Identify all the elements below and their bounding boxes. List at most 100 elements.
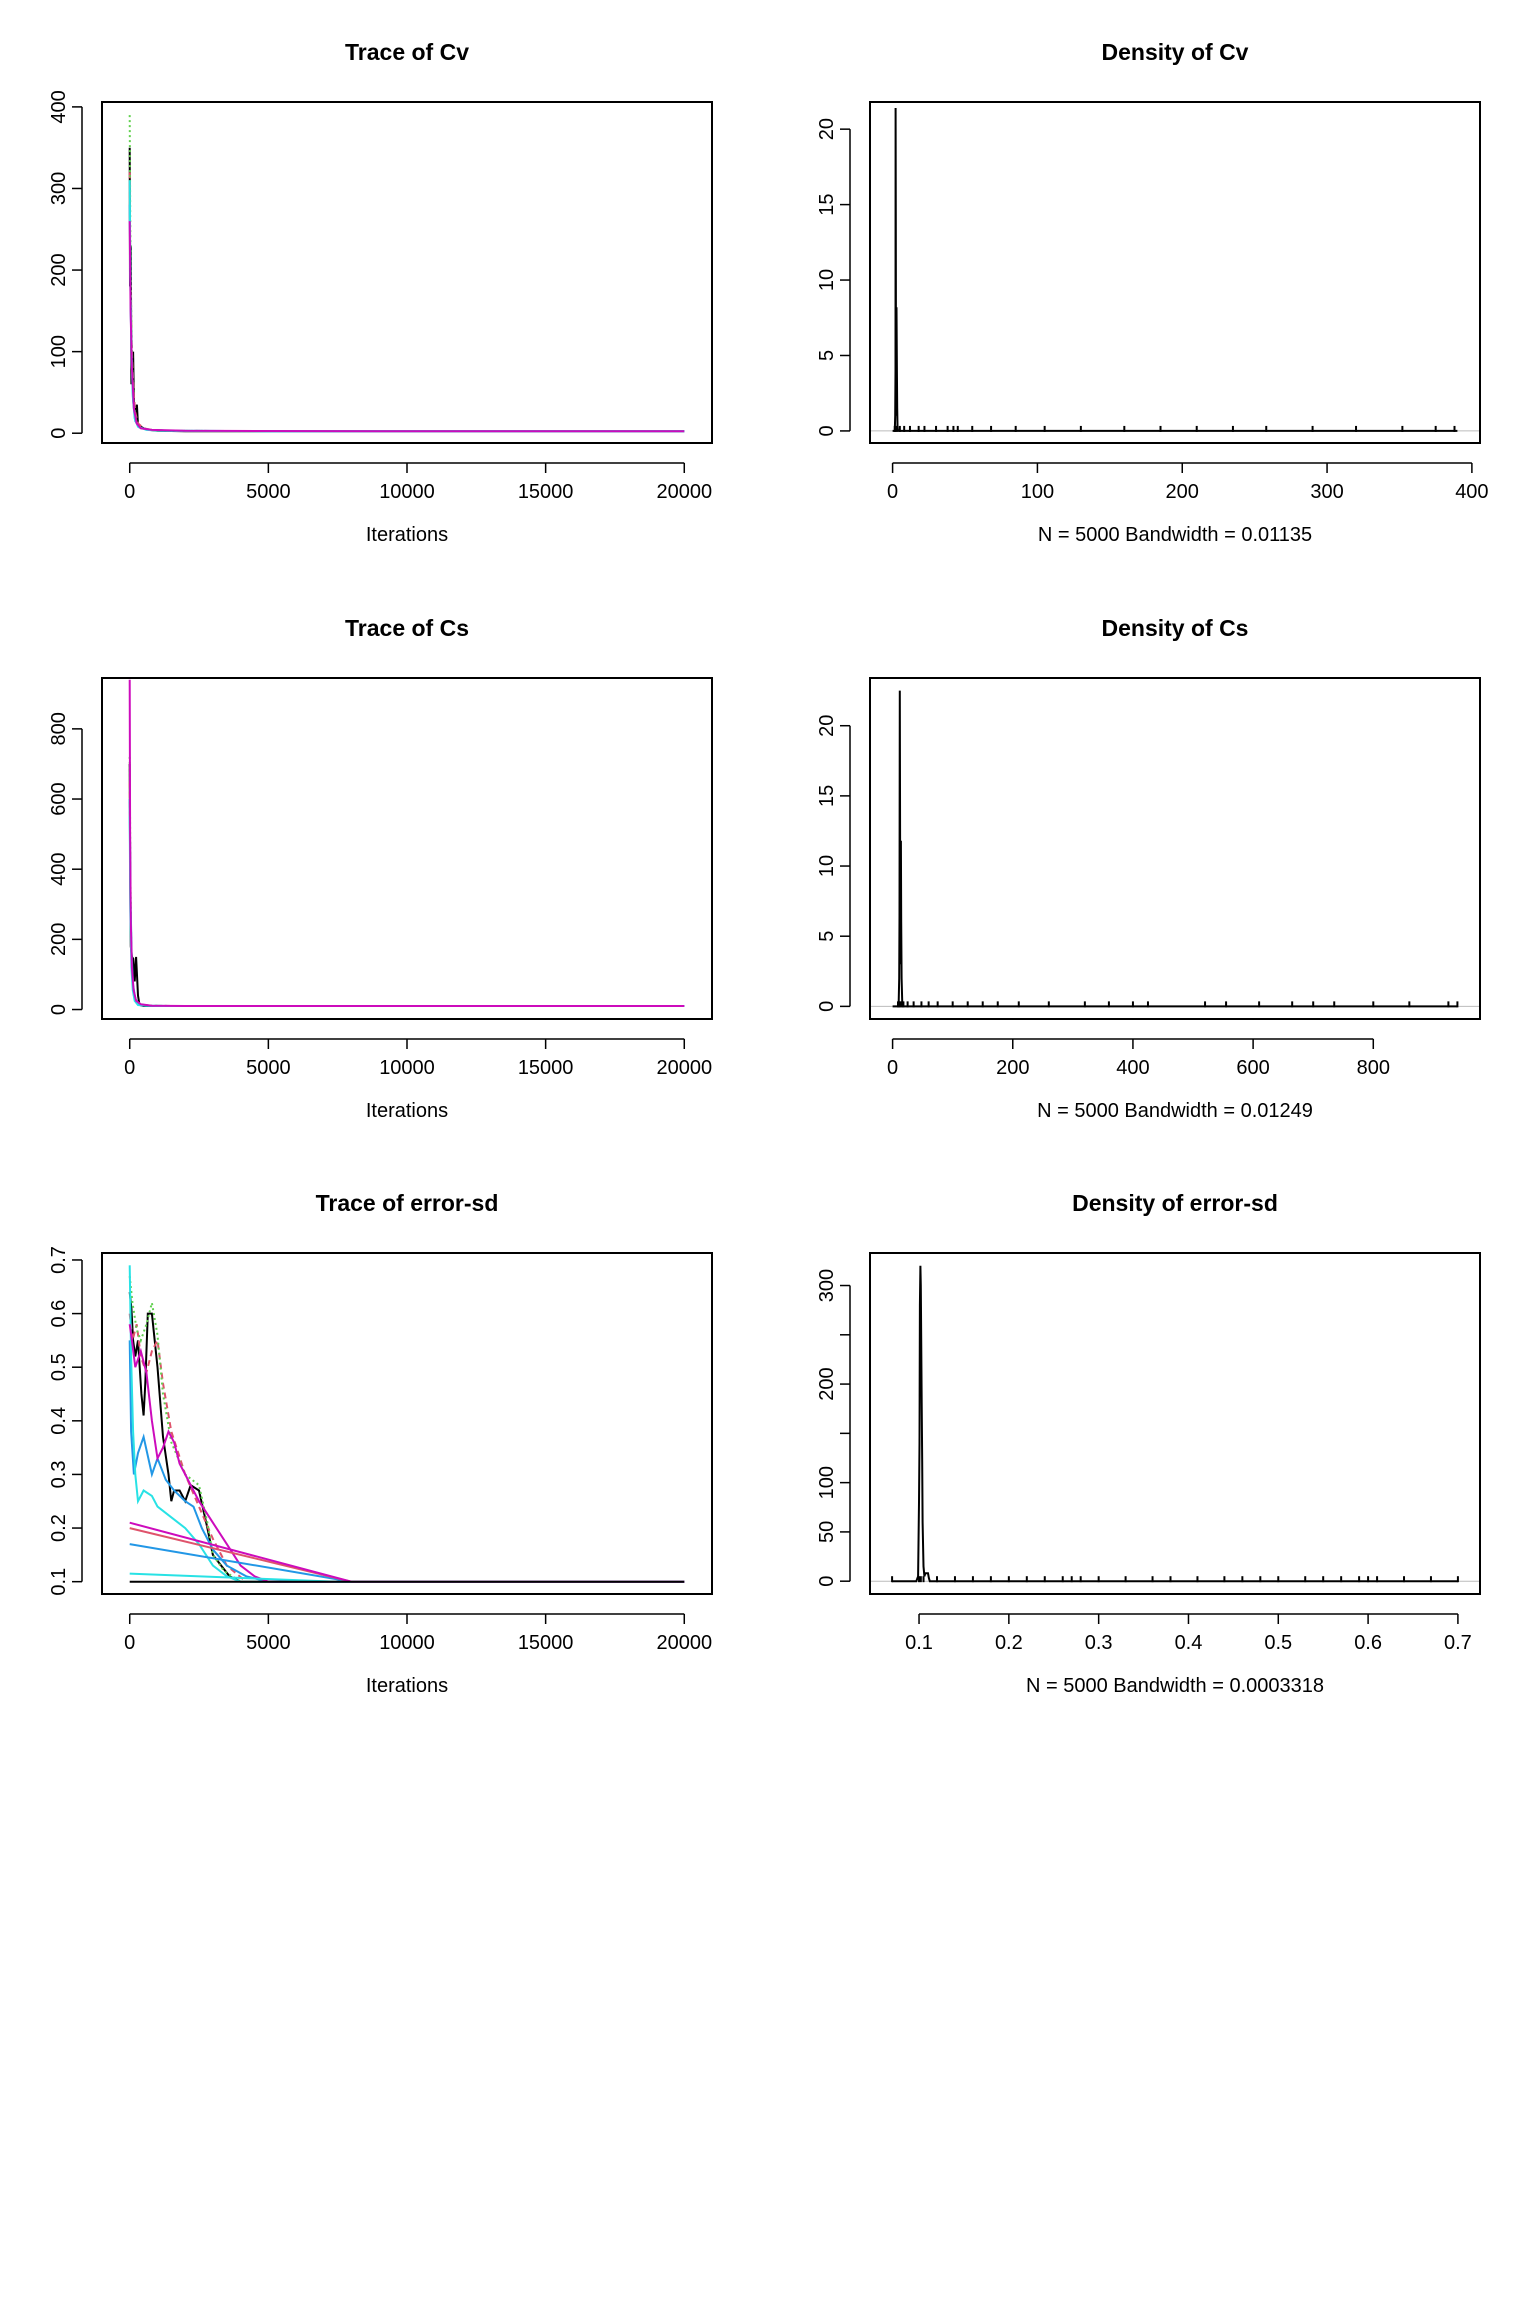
y-axis: 0.1 0.2 0.3 0.4 0.5 0.6 0.7 xyxy=(48,1246,83,1596)
density-curve xyxy=(892,1265,1458,1583)
x-axis: 0.1 0.2 0.3 0.4 0.5 0.6 0.7 N = 5000 Bandwidth … xyxy=(905,1613,1472,1697)
y-tick-label: 0.6 xyxy=(48,1300,70,1328)
x-tick-label: 20000 xyxy=(656,481,712,503)
y-tick-label: 0 xyxy=(48,1004,70,1015)
plot-area xyxy=(870,1265,1480,1583)
y-tick-label: 20 xyxy=(816,715,838,737)
x-tick-label: 0.7 xyxy=(1444,1632,1472,1654)
panel-title: Trace of error-sd xyxy=(316,1190,499,1216)
y-tick-label: 0 xyxy=(816,425,838,436)
density-curve xyxy=(892,107,1458,432)
y-tick-label: 20 xyxy=(816,118,838,140)
y-tick-label: 10 xyxy=(816,855,838,877)
x-tick-label: 5000 xyxy=(246,1057,291,1079)
x-axis: 0 5000 10000 15000 20000 Iterations xyxy=(124,462,712,546)
trace-line-chain-2 xyxy=(128,1313,685,1583)
x-axis-label: N = 5000 Bandwidth = 0.0003318 xyxy=(1026,1675,1324,1697)
x-axis: 0 5000 10000 15000 20000 Iterations xyxy=(124,1613,712,1697)
trace-line-chain-3-tail xyxy=(129,1572,685,1583)
x-tick-label: 0 xyxy=(887,1057,898,1079)
x-tick-label: 0.3 xyxy=(1085,1632,1113,1654)
x-tick-label: 0.5 xyxy=(1264,1632,1292,1654)
y-tick-label: 200 xyxy=(816,1367,838,1400)
x-tick-label: 0.2 xyxy=(995,1632,1023,1654)
y-tick-label: 100 xyxy=(48,335,70,368)
x-tick-label: 400 xyxy=(1116,1057,1149,1079)
y-tick-label: 50 xyxy=(816,1521,838,1543)
x-tick-label: 0 xyxy=(887,481,898,503)
y-tick-label: 0 xyxy=(48,428,70,439)
x-tick-label: 200 xyxy=(1166,481,1199,503)
x-tick-label: 0.1 xyxy=(905,1632,933,1654)
y-tick-label: 5 xyxy=(816,931,838,942)
x-tick-label: 800 xyxy=(1357,1057,1390,1079)
trace-line-chain-2 xyxy=(128,781,685,1007)
trace-line-chain-3 xyxy=(128,756,685,1007)
panel-trace_error_sd: Trace of error-sd 0 5000 10000 15000 20000 Ite… xyxy=(48,1190,713,1697)
x-tick-label: 0 xyxy=(124,1632,135,1654)
y-tick-label: 600 xyxy=(48,782,70,815)
panel-trace_cs: Trace of Cs 0 5000 10000 15000 20000 Iteration… xyxy=(48,615,713,1122)
y-tick-label: 0 xyxy=(816,1001,838,1012)
y-tick-label: 5 xyxy=(816,350,838,361)
plot-frame xyxy=(869,677,1481,1020)
y-tick-label: 100 xyxy=(816,1466,838,1499)
x-tick-label: 200 xyxy=(996,1057,1029,1079)
trace-line-chain-3 xyxy=(128,1275,685,1583)
x-axis-label: N = 5000 Bandwidth = 0.01135 xyxy=(1038,524,1312,546)
x-tick-label: 15000 xyxy=(518,1632,574,1654)
y-axis: 0 50 100 200 300 xyxy=(816,1269,851,1587)
plot-area xyxy=(128,115,685,433)
trace-line-chain-4 xyxy=(128,1340,685,1583)
plot-frame xyxy=(869,1252,1481,1595)
y-tick-label: 0.1 xyxy=(48,1568,70,1596)
panel-density_error_sd: Density of error-sd 0.1 0.2 0.3 0.4 0.5 0.6 0.7… xyxy=(816,1190,1481,1697)
x-axis: 0 5000 10000 15000 20000 Iterations xyxy=(124,1038,712,1122)
x-axis-label: Iterations xyxy=(366,524,448,546)
y-tick-label: 800 xyxy=(48,712,70,745)
y-axis: 0 200 400 600 800 xyxy=(48,712,83,1015)
x-axis-label: Iterations xyxy=(366,1100,448,1122)
density-curve xyxy=(892,690,1458,1008)
x-tick-label: 300 xyxy=(1310,481,1343,503)
y-axis: 0 100 200 300 400 xyxy=(48,90,83,439)
trace-line-chain-1 xyxy=(128,147,685,433)
y-tick-label: 0 xyxy=(816,1576,838,1587)
y-axis: 0 5 10 15 20 xyxy=(816,715,851,1012)
y-axis: 0 5 10 15 20 xyxy=(816,118,851,436)
y-tick-label: 400 xyxy=(48,90,70,123)
x-tick-label: 15000 xyxy=(518,481,574,503)
x-tick-label: 20000 xyxy=(656,1632,712,1654)
trace-line-chain-6 xyxy=(128,221,685,433)
x-axis-label: Iterations xyxy=(366,1675,448,1697)
trace-line-chain-6 xyxy=(128,679,685,1007)
x-tick-label: 0 xyxy=(124,481,135,503)
y-tick-label: 10 xyxy=(816,269,838,291)
x-tick-label: 400 xyxy=(1455,481,1488,503)
plot-frame xyxy=(101,101,713,444)
y-tick-label: 400 xyxy=(48,853,70,886)
plot-area xyxy=(128,679,685,1007)
panel-title: Trace of Cv xyxy=(345,39,469,65)
x-tick-label: 100 xyxy=(1021,481,1054,503)
panel-trace_cv: Trace of Cv 0 5000 10000 15000 20000 Iteration… xyxy=(48,39,713,546)
x-tick-label: 0 xyxy=(124,1057,135,1079)
y-tick-label: 0.3 xyxy=(48,1461,70,1489)
plot-frame xyxy=(101,1252,713,1595)
y-tick-label: 15 xyxy=(816,193,838,215)
trace-line-chain-5 xyxy=(128,816,685,1007)
panel-title: Density of Cs xyxy=(1102,615,1249,641)
x-axis: 0 200 400 600 800 N = 5000 Bandwidth = 0.0124… xyxy=(887,1038,1390,1122)
trace-line-chain-4 xyxy=(128,204,685,433)
trace-line-chain-4 xyxy=(128,798,685,1007)
trace-line-chain-5 xyxy=(128,1265,685,1583)
y-tick-label: 0.2 xyxy=(48,1514,70,1542)
trace-line-chain-1 xyxy=(128,763,685,1007)
y-tick-label: 300 xyxy=(816,1269,838,1302)
x-tick-label: 10000 xyxy=(379,1632,435,1654)
plot-area xyxy=(128,1265,685,1583)
y-tick-label: 200 xyxy=(48,253,70,286)
x-tick-label: 10000 xyxy=(379,481,435,503)
